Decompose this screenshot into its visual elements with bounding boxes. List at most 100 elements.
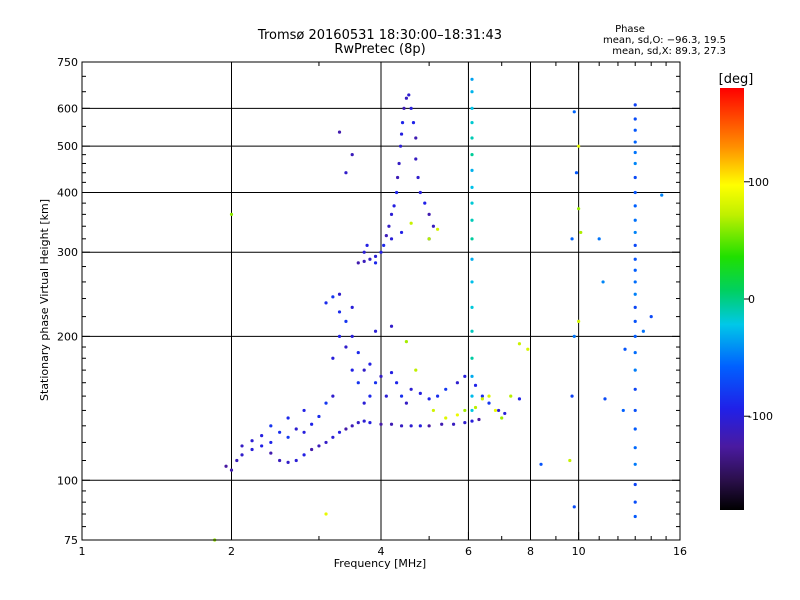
data-point [470, 374, 474, 378]
data-point [409, 106, 413, 110]
data-point [294, 427, 298, 431]
data-point [633, 161, 637, 166]
data-point [418, 391, 422, 395]
colorbar [720, 88, 744, 510]
data-point [526, 347, 530, 351]
data-point [480, 397, 484, 401]
data-point [487, 394, 491, 398]
data-point [389, 237, 394, 241]
data-point [470, 218, 474, 222]
colorbar-tick-label: 0 [748, 293, 755, 306]
data-point [470, 280, 474, 284]
data-point [503, 411, 507, 416]
data-point [470, 237, 474, 241]
data-point [633, 280, 637, 284]
data-point [470, 106, 474, 110]
data-point [395, 175, 400, 180]
data-point [384, 394, 388, 398]
data-point [250, 447, 254, 452]
data-point [310, 447, 314, 452]
data-point [389, 324, 394, 328]
data-point [324, 301, 328, 305]
data-point [344, 345, 348, 349]
data-point [427, 212, 431, 216]
axis-ticks [81, 61, 681, 541]
data-point [337, 292, 342, 296]
data-point [389, 212, 394, 216]
data-point [431, 224, 435, 228]
data-point [229, 212, 234, 216]
x-tick-label: 8 [527, 545, 534, 558]
data-point [224, 464, 228, 468]
data-point [356, 350, 360, 355]
data-point [368, 257, 372, 261]
data-point [331, 356, 335, 360]
data-point [379, 374, 383, 378]
data-point [477, 417, 481, 422]
data-point [427, 237, 431, 241]
x-tick-label: 10 [572, 545, 586, 558]
data-point [455, 381, 459, 385]
data-point [641, 329, 645, 333]
data-point [470, 77, 474, 81]
data-point [302, 430, 306, 434]
data-point [633, 103, 637, 107]
x-tick-label: 2 [228, 545, 235, 558]
data-point [362, 368, 366, 372]
data-point [570, 394, 574, 398]
data-point [427, 397, 431, 401]
data-point [470, 201, 474, 205]
data-point [633, 462, 637, 466]
data-point [294, 458, 298, 463]
grid-lines [82, 62, 680, 540]
data-point [356, 261, 360, 265]
data-point [384, 233, 388, 238]
data-point [633, 305, 637, 309]
data-point [278, 458, 282, 463]
data-point [389, 422, 394, 426]
data-point [493, 408, 498, 413]
data-point [260, 444, 264, 448]
data-point [496, 408, 501, 413]
data-point [324, 401, 328, 405]
data-point [633, 268, 637, 272]
data-points [213, 77, 664, 542]
data-point [409, 424, 413, 428]
data-point [350, 334, 354, 338]
data-point [574, 171, 579, 175]
data-point [470, 408, 474, 413]
data-point [517, 342, 522, 346]
data-point [463, 374, 467, 378]
data-point [286, 416, 290, 420]
data-point [260, 434, 264, 438]
data-point [621, 408, 625, 413]
data-point [418, 424, 422, 428]
data-point [418, 190, 422, 195]
data-point [500, 416, 504, 420]
data-point [633, 257, 637, 261]
data-point [470, 419, 474, 423]
data-point [623, 347, 627, 351]
data-point [344, 319, 348, 323]
data-point [539, 462, 543, 466]
data-point [473, 383, 478, 387]
y-tick-label: 500 [57, 140, 78, 153]
data-point [435, 227, 440, 231]
y-tick-label: 75 [64, 534, 78, 547]
data-point [269, 440, 273, 445]
data-point [331, 435, 335, 439]
data-point [331, 295, 335, 299]
data-point [633, 514, 637, 519]
data-point [444, 387, 448, 391]
data-point [240, 453, 244, 457]
y-tick-label: 400 [57, 186, 78, 199]
data-point [470, 356, 474, 360]
data-point [399, 230, 404, 235]
data-point [444, 416, 448, 420]
data-point [577, 207, 581, 211]
data-point [601, 280, 605, 284]
data-point [302, 408, 306, 413]
data-point [633, 243, 637, 248]
y-tick-labels: 75 100 200 300 400 500 600 750 [57, 56, 78, 547]
data-point [404, 96, 409, 100]
